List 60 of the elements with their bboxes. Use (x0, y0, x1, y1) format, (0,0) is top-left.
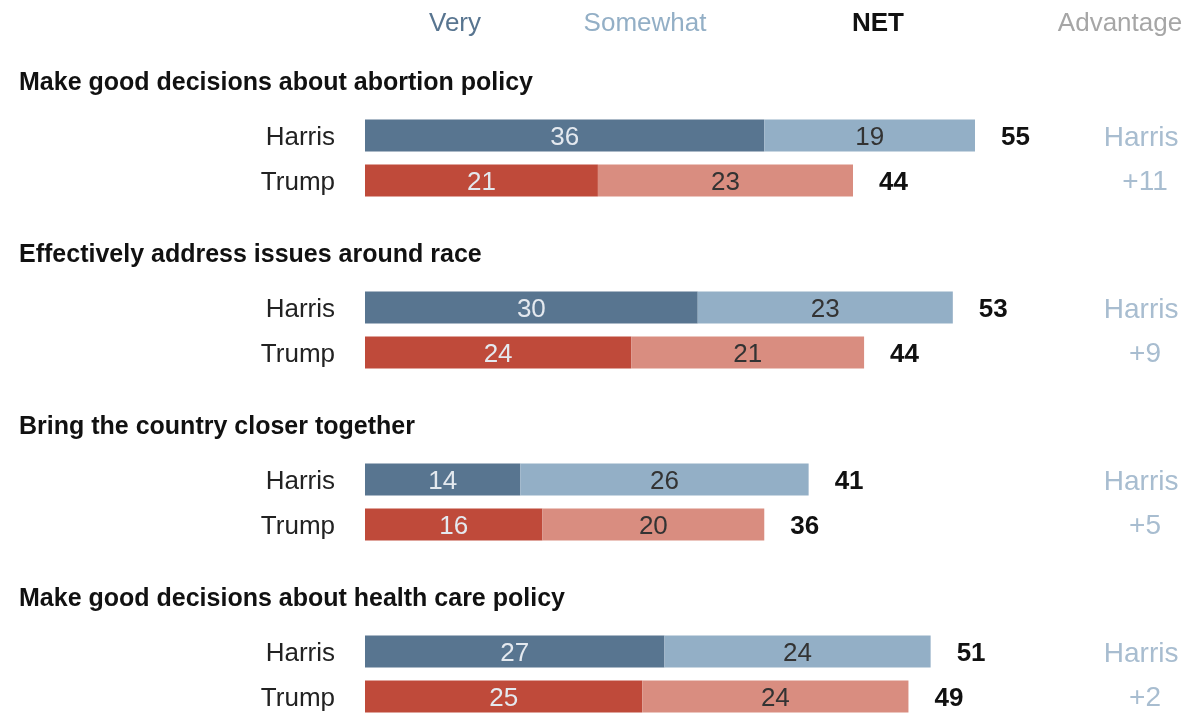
bar (365, 119, 765, 152)
data-label: 19 (855, 120, 885, 151)
bar (697, 291, 953, 324)
total-label: 44 (890, 337, 920, 368)
bar (542, 508, 765, 541)
data-label: 26 (649, 464, 679, 495)
bar (597, 164, 853, 197)
y-tick-label: Trump (260, 337, 335, 368)
data-label: 23 (710, 165, 740, 196)
y-tick-label: Trump (260, 509, 335, 540)
data-label: 24 (483, 337, 513, 368)
total-label: 49 (934, 681, 964, 712)
text: Harris +5 (1103, 464, 1187, 540)
text: Somewhat (583, 7, 708, 37)
total-label: 36 (790, 509, 820, 540)
data-label: 24 (760, 681, 790, 712)
chart-title: Bring the country closer together (19, 410, 416, 439)
bar (764, 119, 975, 152)
chart-title: Make good decisions about health care policy (19, 582, 566, 611)
bar (520, 463, 809, 496)
data-label: 16 (439, 509, 469, 540)
text: Harris +11 (1103, 120, 1187, 196)
data-label: 21 (733, 337, 763, 368)
text: Harris +2 (1103, 636, 1187, 712)
total-label: 41 (834, 464, 864, 495)
data-label: 30 (516, 292, 546, 323)
total-label: 51 (956, 636, 986, 667)
bar (365, 291, 698, 324)
bar (365, 635, 665, 668)
data-label: 23 (810, 292, 840, 323)
bar (642, 680, 909, 713)
data-label: 21 (466, 165, 496, 196)
y-tick-label: Trump (260, 681, 335, 712)
bar (631, 336, 865, 369)
data-label: 25 (489, 681, 519, 712)
total-label: 44 (879, 165, 909, 196)
total-label: 55 (1001, 120, 1030, 151)
y-tick-label: Harris (265, 120, 335, 151)
text: NET (852, 7, 905, 37)
y-tick-label: Trump (260, 165, 335, 196)
bar (365, 680, 643, 713)
data-label: 36 (550, 120, 580, 151)
data-label: 27 (500, 636, 530, 667)
data-label: 14 (428, 464, 458, 495)
data-label: 20 (638, 509, 668, 540)
text: Harris +9 (1103, 292, 1187, 368)
bar (365, 164, 598, 197)
data-label: 24 (783, 636, 813, 667)
text: Very (428, 7, 482, 37)
y-tick-label: Harris (265, 464, 335, 495)
text: Advantage (1057, 7, 1183, 37)
bar (365, 336, 632, 369)
bar (365, 463, 521, 496)
chart-title: Effectively address issues around race (19, 238, 482, 267)
chart-title: Make good decisions about abortion policy (19, 66, 534, 95)
y-tick-label: Harris (265, 292, 335, 323)
total-label: 53 (978, 292, 1008, 323)
y-tick-label: Harris (265, 636, 335, 667)
bar (365, 508, 543, 541)
bar (664, 635, 931, 668)
